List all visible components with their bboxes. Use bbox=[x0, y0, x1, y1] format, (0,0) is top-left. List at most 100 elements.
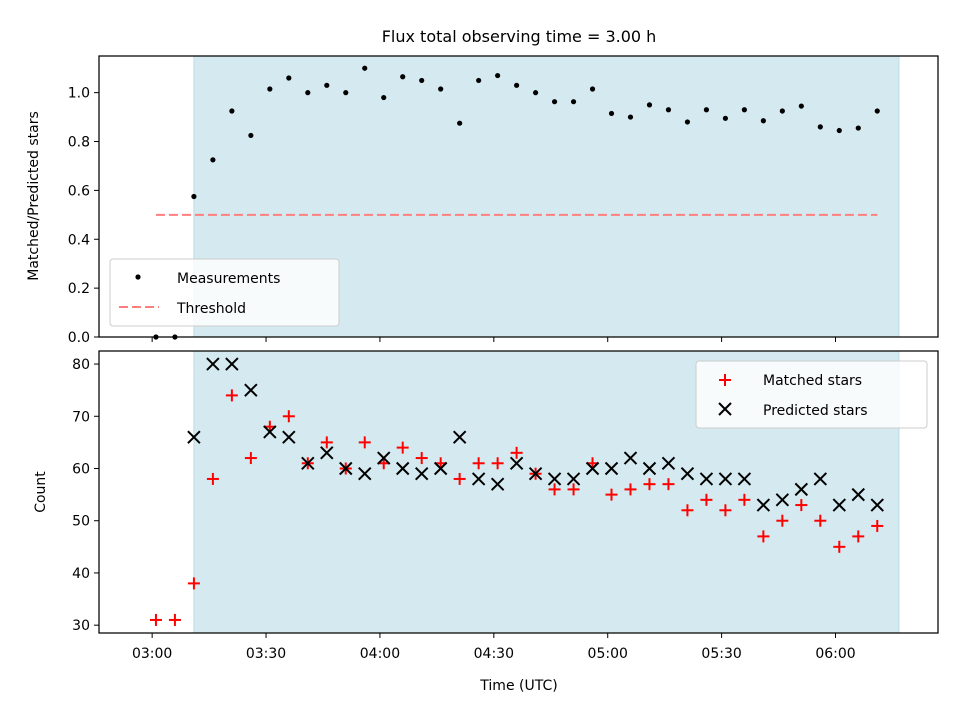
x-tick-label: 04:00 bbox=[360, 646, 400, 662]
measurement-point bbox=[457, 120, 463, 126]
legend-marker-measurements bbox=[135, 274, 141, 280]
predicted-star-point bbox=[566, 472, 581, 486]
top-x-ticks bbox=[151, 337, 836, 342]
measurement-point bbox=[855, 125, 861, 131]
x-stroke-b bbox=[358, 467, 372, 481]
y-tick-label: 0.4 bbox=[68, 232, 90, 248]
x-stroke-b bbox=[794, 482, 809, 497]
predicted-star-point bbox=[699, 472, 714, 486]
measurement-point bbox=[722, 115, 729, 121]
predicted-star-point bbox=[377, 451, 391, 465]
predicted-star-point bbox=[661, 456, 676, 470]
matched-star-point bbox=[320, 436, 333, 449]
x-tick-label: 03:30 bbox=[246, 646, 286, 662]
predicted-star-point bbox=[358, 467, 372, 481]
matched-star-point bbox=[225, 389, 238, 402]
legend-marker-predicted bbox=[718, 402, 732, 416]
matched-star-point bbox=[567, 483, 580, 496]
predicted-star-point bbox=[187, 430, 201, 444]
measurement-point bbox=[438, 86, 444, 92]
matched-star-point bbox=[453, 472, 466, 485]
legend-marker-matched bbox=[719, 374, 731, 386]
matched-star-point bbox=[814, 514, 827, 527]
predicted-star-point bbox=[813, 472, 828, 486]
x-tick-label: 03:00 bbox=[132, 646, 172, 662]
y-tick-label: 70 bbox=[72, 409, 90, 425]
predicted-star-point bbox=[528, 467, 543, 481]
measurement-point bbox=[191, 193, 197, 200]
predicted-star-point bbox=[433, 461, 448, 476]
bottom-marks bbox=[149, 357, 884, 626]
bottom-legend: Matched stars Predicted stars bbox=[695, 360, 928, 429]
x-stroke-b bbox=[870, 498, 884, 512]
matched-star-point bbox=[187, 577, 200, 590]
x-stroke-b bbox=[396, 461, 410, 476]
measurement-point bbox=[779, 108, 785, 114]
x-stroke-b bbox=[244, 383, 258, 397]
predicted-star-point bbox=[775, 493, 790, 507]
x-stroke-b bbox=[301, 456, 315, 470]
x-stroke-b bbox=[851, 487, 865, 502]
matched-star-point bbox=[396, 441, 409, 454]
x-stroke-b bbox=[433, 461, 448, 476]
predicted-star-point bbox=[870, 498, 884, 512]
measurement-point bbox=[400, 74, 406, 80]
x-stroke-b bbox=[206, 357, 220, 371]
measurement-point bbox=[286, 75, 292, 81]
predicted-star-point bbox=[604, 461, 619, 476]
measurement-point bbox=[589, 86, 596, 92]
predicted-star-point bbox=[301, 456, 315, 470]
x-stroke-b bbox=[282, 430, 296, 444]
x-stroke-b bbox=[680, 467, 695, 481]
x-tick-label: 05:00 bbox=[588, 646, 628, 662]
top-y-ticks: 0.0 0.2 0.4 0.6 0.8 1.0 bbox=[68, 86, 99, 346]
x-stroke-b bbox=[566, 472, 581, 486]
measurement-point bbox=[665, 107, 672, 113]
x-stroke-b bbox=[756, 498, 771, 512]
chart-title: Flux total observing time = 3.00 h bbox=[382, 27, 657, 46]
measurement-point bbox=[343, 90, 349, 96]
x-stroke-b bbox=[775, 493, 790, 507]
matched-star-point bbox=[700, 493, 713, 506]
measurement-point bbox=[551, 99, 558, 105]
top-legend: Measurements Threshold bbox=[109, 258, 340, 327]
matched-star-point bbox=[776, 514, 789, 527]
predicted-star-point bbox=[623, 451, 638, 465]
predicted-star-point bbox=[320, 446, 334, 460]
measurement-point bbox=[703, 107, 710, 113]
measurement-point bbox=[267, 86, 273, 92]
predicted-star-point bbox=[756, 498, 771, 512]
top-y-axis-label: Matched/Predicted stars bbox=[26, 111, 42, 281]
top-axes-frame bbox=[98, 55, 939, 338]
predicted-star-point bbox=[509, 456, 524, 470]
predicted-star-point bbox=[718, 472, 733, 486]
x-stroke-b bbox=[832, 498, 847, 512]
bottom-y-axis-label: Count bbox=[33, 471, 49, 513]
x-stroke-b bbox=[509, 456, 524, 470]
matched-star-point bbox=[206, 472, 219, 485]
measurement-point bbox=[874, 108, 880, 114]
predicted-star-point bbox=[642, 461, 657, 476]
x-stroke-b bbox=[604, 461, 619, 476]
y-tick-label: 0.2 bbox=[68, 281, 90, 297]
predicted-star-point bbox=[547, 472, 562, 486]
y-tick-label: 0.8 bbox=[68, 135, 90, 151]
measurement-point bbox=[324, 82, 330, 88]
matched-star-point bbox=[358, 436, 371, 449]
measurement-point bbox=[229, 108, 235, 114]
predicted-star-point bbox=[794, 482, 809, 497]
y-tick-label: 60 bbox=[72, 462, 90, 478]
matched-star-point bbox=[757, 530, 770, 543]
measurement-point bbox=[381, 94, 387, 101]
matched-star-point bbox=[244, 452, 257, 465]
measurement-point bbox=[627, 114, 634, 120]
matched-star-point bbox=[605, 488, 618, 501]
predicted-star-point bbox=[452, 430, 467, 444]
x-stroke-b bbox=[642, 461, 657, 476]
measurement-point bbox=[210, 157, 216, 163]
matched-star-point bbox=[548, 483, 561, 496]
measurement-point bbox=[608, 110, 615, 117]
bottom-legend-frame bbox=[695, 360, 928, 429]
matched-star-point bbox=[871, 519, 884, 532]
y-tick-label: 0.0 bbox=[68, 330, 90, 346]
